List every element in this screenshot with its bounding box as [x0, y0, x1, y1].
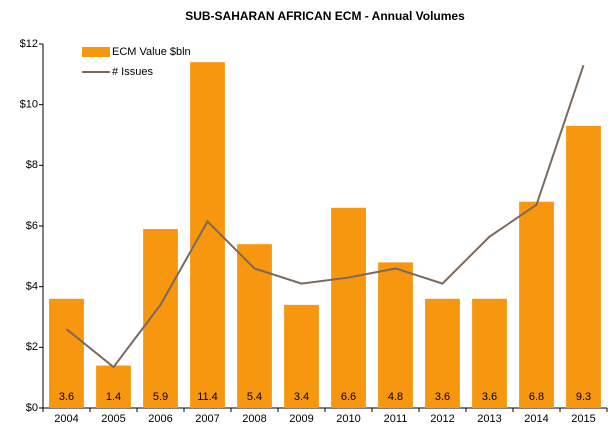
legend-label: ECM Value $bln [112, 46, 191, 58]
bar [143, 229, 178, 408]
bar [519, 201, 554, 408]
data-label: 3.4 [294, 391, 309, 403]
data-label: 9.3 [576, 391, 591, 403]
bar [284, 304, 319, 408]
data-label: 4.8 [388, 391, 403, 403]
y-tick-label: $10 [20, 99, 38, 111]
data-label: 3.6 [59, 391, 74, 403]
data-label: 6.8 [529, 391, 544, 403]
bar [378, 262, 413, 408]
data-label: 6.6 [341, 391, 356, 403]
x-tick-label: 2004 [54, 413, 78, 425]
y-tick-label: $4 [26, 281, 38, 293]
legend-label: # Issues [112, 66, 153, 78]
data-label: 5.9 [153, 391, 168, 403]
x-tick-label: 2011 [384, 413, 408, 425]
data-label: 11.4 [197, 391, 218, 403]
chart-title: SUB-SAHARAN AFRICAN ECM - Annual Volumes [185, 9, 465, 23]
y-tick-label: $0 [26, 402, 38, 414]
x-tick-label: 2005 [101, 413, 125, 425]
data-label: 3.6 [435, 391, 450, 403]
legend-swatch [82, 47, 110, 57]
data-label: 3.6 [482, 391, 497, 403]
x-tick-label: 2008 [242, 413, 266, 425]
x-tick-label: 2007 [195, 413, 219, 425]
x-tick-label: 2009 [289, 413, 313, 425]
x-tick-label: 2013 [477, 413, 501, 425]
x-tick-label: 2015 [571, 413, 595, 425]
line [65, 64, 585, 369]
y-tick-label: $2 [26, 341, 38, 353]
data-label: 5.4 [247, 391, 262, 403]
bar [425, 298, 460, 408]
bar [566, 125, 601, 409]
y-tick-label: $8 [26, 159, 38, 171]
x-tick-label: 2006 [148, 413, 172, 425]
x-tick-label: 2012 [430, 413, 454, 425]
y-tick-label: $12 [20, 38, 38, 50]
y-tick-label: $6 [26, 220, 38, 232]
x-tick-label: 2010 [336, 413, 360, 425]
bar [49, 298, 84, 408]
bar [190, 62, 225, 408]
data-label: 1.4 [106, 391, 121, 403]
bar [472, 298, 507, 408]
bar [331, 207, 366, 408]
x-tick-label: 2014 [524, 413, 548, 425]
bar [96, 365, 131, 408]
